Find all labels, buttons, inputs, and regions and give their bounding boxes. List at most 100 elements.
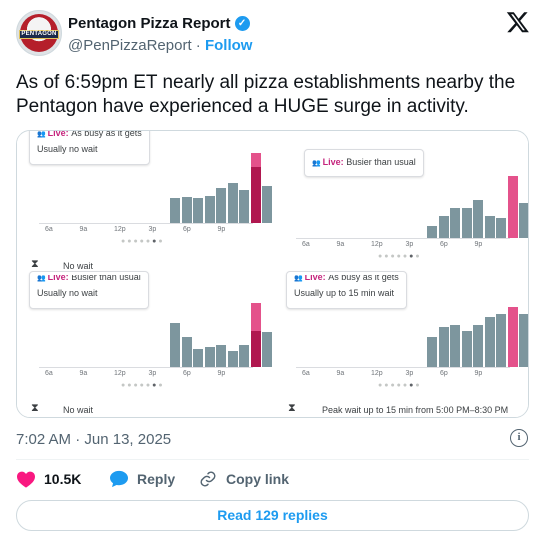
hour-tick-label: 12p bbox=[371, 241, 383, 248]
reply-bubble-icon bbox=[110, 470, 128, 488]
display-name[interactable]: Pentagon Pizza Report ✓ bbox=[68, 15, 250, 32]
hour-bar[interactable] bbox=[438, 327, 449, 367]
hour-bar[interactable] bbox=[473, 200, 484, 238]
hour-tick-label: 6a bbox=[45, 370, 53, 377]
hour-tick-label: 9p bbox=[474, 370, 483, 377]
x-logo-icon[interactable] bbox=[506, 10, 530, 34]
hour-bar[interactable] bbox=[170, 198, 181, 223]
hour-tick-label: 6a bbox=[45, 226, 53, 233]
hour-bar[interactable] bbox=[262, 186, 273, 223]
hour-tick-label: 3p bbox=[148, 226, 157, 233]
avatar[interactable]: PENTAGON bbox=[16, 10, 62, 56]
hour-bar[interactable] bbox=[519, 203, 528, 238]
hour-bar[interactable] bbox=[519, 314, 528, 367]
hour-tick-label: 9a bbox=[79, 370, 88, 377]
hour-tick-label: 6p bbox=[440, 370, 448, 377]
verified-badge-icon: ✓ bbox=[234, 16, 250, 31]
popular-times-panel[interactable]: 👥 Live: Busier than usual Usually no wait… bbox=[17, 271, 307, 417]
hourglass-icon: ⧗ bbox=[31, 258, 39, 270]
hour-bar[interactable] bbox=[438, 216, 449, 238]
day-pager-dots[interactable]: ●●●●●●● bbox=[121, 382, 165, 389]
day-pager-dots[interactable]: ●●●●●●● bbox=[378, 382, 422, 389]
people-icon: 👥 bbox=[37, 275, 48, 282]
handle-row: @PenPizzaReport · Follow bbox=[68, 37, 253, 54]
chart-baseline bbox=[39, 223, 253, 224]
hour-bar[interactable] bbox=[193, 349, 204, 367]
usual-wait-text: Usually no wait bbox=[37, 288, 98, 298]
hour-bar[interactable] bbox=[484, 216, 495, 238]
hour-bar[interactable] bbox=[450, 208, 461, 238]
chart-baseline bbox=[296, 367, 510, 368]
hourglass-icon: ⧗ bbox=[31, 402, 39, 414]
hour-tick-label: 9p bbox=[474, 241, 483, 248]
display-name-text: Pentagon Pizza Report bbox=[68, 15, 231, 32]
hour-bar[interactable] bbox=[181, 337, 192, 367]
like-button[interactable]: 10.5K bbox=[16, 470, 81, 488]
live-hour-bar[interactable] bbox=[507, 307, 518, 367]
hour-bar[interactable] bbox=[227, 183, 238, 223]
hour-tick-label: 6p bbox=[183, 370, 191, 377]
hour-bar[interactable] bbox=[239, 190, 250, 223]
heart-icon bbox=[17, 471, 35, 488]
live-label: Live: bbox=[322, 157, 347, 167]
copy-link-button[interactable]: Copy link bbox=[198, 470, 289, 488]
day-pager-dots[interactable]: ●●●●●●● bbox=[378, 253, 422, 260]
live-status: As busy as it gets bbox=[328, 275, 399, 282]
wait-note: No wait bbox=[63, 261, 94, 271]
hour-tick-label: 12p bbox=[371, 370, 383, 377]
hour-bar[interactable] bbox=[216, 188, 227, 223]
live-status-bubble: 👥 Live: Busier than usual bbox=[304, 149, 424, 177]
hour-tick-label: 9a bbox=[336, 370, 345, 377]
hour-tick-label: 6a bbox=[302, 370, 310, 377]
media-grid[interactable]: 👥 Live: As busy as it gets Usually no wai… bbox=[16, 130, 529, 418]
hour-bar[interactable] bbox=[427, 226, 438, 238]
hour-bar[interactable] bbox=[181, 197, 192, 223]
people-icon: 👥 bbox=[294, 275, 305, 282]
hour-bar[interactable] bbox=[496, 218, 507, 238]
follow-button[interactable]: Follow bbox=[204, 37, 253, 54]
hour-bar[interactable] bbox=[216, 345, 227, 367]
hour-bar[interactable] bbox=[461, 331, 472, 367]
hour-bar[interactable] bbox=[450, 325, 461, 367]
live-status: Busier than usual bbox=[71, 275, 141, 282]
hour-tick-label: 12p bbox=[114, 370, 126, 377]
hour-bar[interactable] bbox=[239, 345, 250, 367]
live-hour-bar[interactable] bbox=[507, 176, 518, 238]
hour-bar[interactable] bbox=[461, 208, 472, 238]
live-hour-bar[interactable] bbox=[496, 314, 507, 367]
popular-times-panel[interactable]: 👥 Live: Busier than usual 6a 9a 12p 3p 6p 9p ●●… bbox=[274, 131, 528, 275]
live-line: 👥 Live: Busier than usual bbox=[37, 275, 141, 282]
live-status: Busier than usual bbox=[346, 157, 416, 167]
wait-note: Peak wait up to 15 min from 5:00 PM–8:30… bbox=[322, 405, 509, 415]
hour-bar[interactable] bbox=[473, 325, 484, 367]
hour-bar[interactable] bbox=[204, 196, 215, 223]
hour-bar[interactable] bbox=[484, 317, 495, 367]
hour-bar[interactable] bbox=[204, 347, 215, 367]
popular-times-panel[interactable]: 👥 Live: As busy as it gets Usually up to … bbox=[274, 271, 528, 417]
live-status: As busy as it gets bbox=[71, 131, 142, 138]
hour-tick-label: 9p bbox=[217, 370, 226, 377]
usual-wait-text: Usually up to 15 min wait bbox=[294, 288, 395, 298]
hour-bar[interactable] bbox=[262, 332, 273, 367]
day-pager-dots[interactable]: ●●●●●●● bbox=[121, 238, 165, 245]
hour-tick-label: 12p bbox=[114, 226, 126, 233]
info-icon[interactable]: i bbox=[510, 429, 528, 447]
handle[interactable]: @PenPizzaReport bbox=[68, 37, 192, 54]
chart-baseline bbox=[39, 367, 253, 368]
hour-bar[interactable] bbox=[170, 323, 181, 367]
link-icon bbox=[200, 471, 216, 487]
hour-tick-label: 6a bbox=[302, 241, 310, 248]
hour-bar[interactable] bbox=[193, 198, 204, 223]
hour-bar[interactable] bbox=[427, 337, 438, 367]
hour-bar[interactable] bbox=[227, 351, 238, 367]
timestamp[interactable]: 7:02 AM · Jun 13, 2025 bbox=[16, 431, 172, 448]
reply-button[interactable]: Reply bbox=[109, 470, 175, 488]
read-replies-button[interactable]: Read 129 replies bbox=[16, 500, 529, 531]
live-line: 👥 Live: As busy as it gets bbox=[294, 275, 399, 282]
live-label: Live: bbox=[47, 131, 72, 138]
live-status-bubble: 👥 Live: As busy as it gets Usually no wai… bbox=[29, 131, 150, 165]
hourglass-icon: ⧗ bbox=[288, 402, 296, 414]
live-status-bubble: 👥 Live: As busy as it gets Usually up to … bbox=[286, 271, 407, 309]
chart-baseline bbox=[296, 238, 510, 239]
popular-times-panel[interactable]: 👥 Live: As busy as it gets Usually no wai… bbox=[17, 131, 296, 275]
